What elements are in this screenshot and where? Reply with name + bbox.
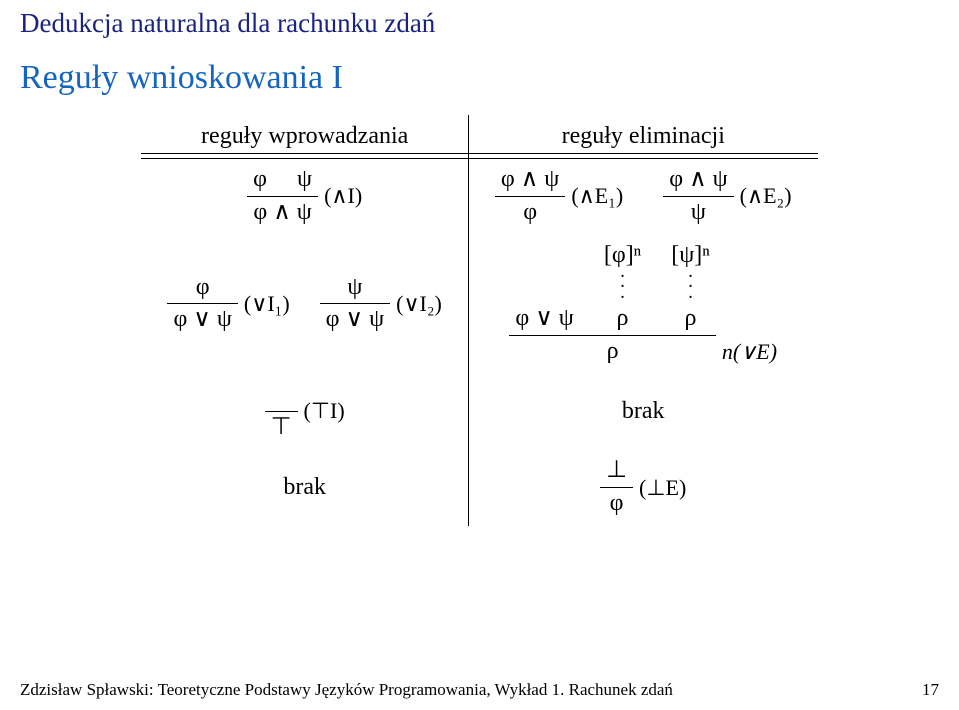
rule-and-elim2: φ ∧ ψ ψ (∧E₂)	[663, 166, 791, 226]
rule-or-intro1: φ φ ∨ ψ (∨I₁)	[167, 274, 289, 334]
rules-table: reguły wprowadzania reguły eliminacji φψ…	[141, 115, 817, 526]
bot-intro-none: brak	[283, 474, 326, 500]
rule-and-intro: φψ φ ∧ ψ (∧I)	[247, 166, 362, 226]
rule-top-intro: ⊤ (⊤I)	[265, 381, 345, 441]
rule-or-intro2: ψ φ ∨ ψ (∨I₂)	[320, 274, 442, 334]
page-title: Reguły wnioskowania I	[0, 39, 959, 107]
page-number: 17	[922, 680, 939, 700]
rule-and-elim1: φ ∧ ψ φ (∧E₁)	[495, 166, 623, 226]
footer-text: Zdzisław Spławski: Teoretyczne Podstawy …	[20, 680, 673, 700]
section-header: Dedukcja naturalna dla rachunku zdań	[0, 0, 959, 39]
rule-bot-elim: ⊥ φ (⊥E)	[600, 457, 686, 517]
rule-or-elim: φ ∨ ψ [φ]ⁿ ··· ρ [ψ]ⁿ ··· ρ	[509, 242, 777, 365]
col-header-elim: reguły eliminacji	[468, 115, 817, 158]
footer: Zdzisław Spławski: Teoretyczne Podstawy …	[20, 680, 939, 700]
rules-table-wrapper: reguły wprowadzania reguły eliminacji φψ…	[0, 115, 959, 526]
col-header-intro: reguły wprowadzania	[141, 115, 468, 158]
top-elim-none: brak	[622, 398, 665, 424]
